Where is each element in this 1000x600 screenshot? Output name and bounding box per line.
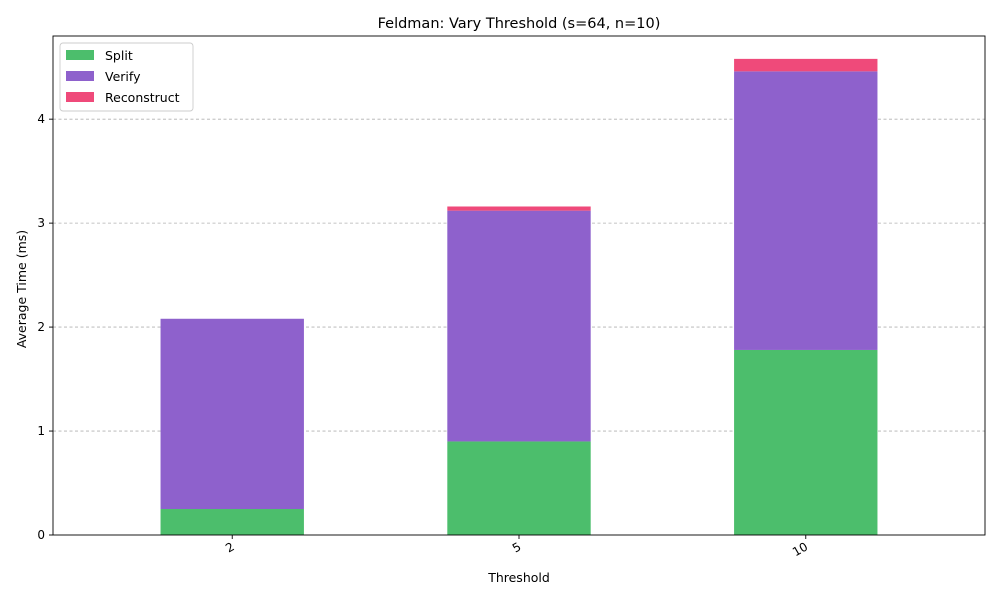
- y-tick-label-4: 4: [37, 112, 45, 126]
- legend-swatch-reconstruct: [66, 92, 94, 102]
- bar-split-10: [734, 349, 878, 535]
- legend: Split Verify Reconstruct: [59, 42, 194, 112]
- legend-label-reconstruct: Reconstruct: [105, 90, 180, 105]
- bar-verify-5: [447, 210, 591, 442]
- y-tick-label-0: 0: [37, 528, 45, 542]
- legend-swatch-split: [66, 50, 94, 60]
- x-tick-label-10: 10: [790, 539, 810, 559]
- x-tick-label-2: 2: [223, 539, 237, 555]
- bar-verify-10: [734, 71, 878, 350]
- y-ticks: 0 1 2 3 4: [37, 112, 53, 542]
- legend-swatch-verify: [66, 71, 94, 81]
- y-axis-label: Average Time (ms): [14, 230, 29, 348]
- bar-split-5: [447, 441, 591, 535]
- legend-label-split: Split: [105, 48, 133, 63]
- x-tick-label-5: 5: [510, 539, 524, 555]
- y-tick-label-1: 1: [37, 424, 45, 438]
- bar-reconstruct-10: [734, 58, 878, 72]
- chart-title: Feldman: Vary Threshold (s=64, n=10): [378, 16, 661, 32]
- y-tick-label-3: 3: [37, 216, 45, 230]
- x-axis-label: Threshold: [487, 570, 550, 585]
- bar-verify-2: [160, 318, 304, 510]
- x-ticks: 2 5 10: [223, 535, 810, 559]
- y-tick-label-2: 2: [37, 320, 45, 334]
- bars: [160, 58, 878, 535]
- legend-label-verify: Verify: [105, 69, 141, 84]
- bar-reconstruct-5: [447, 206, 591, 211]
- bar-split-2: [160, 509, 304, 535]
